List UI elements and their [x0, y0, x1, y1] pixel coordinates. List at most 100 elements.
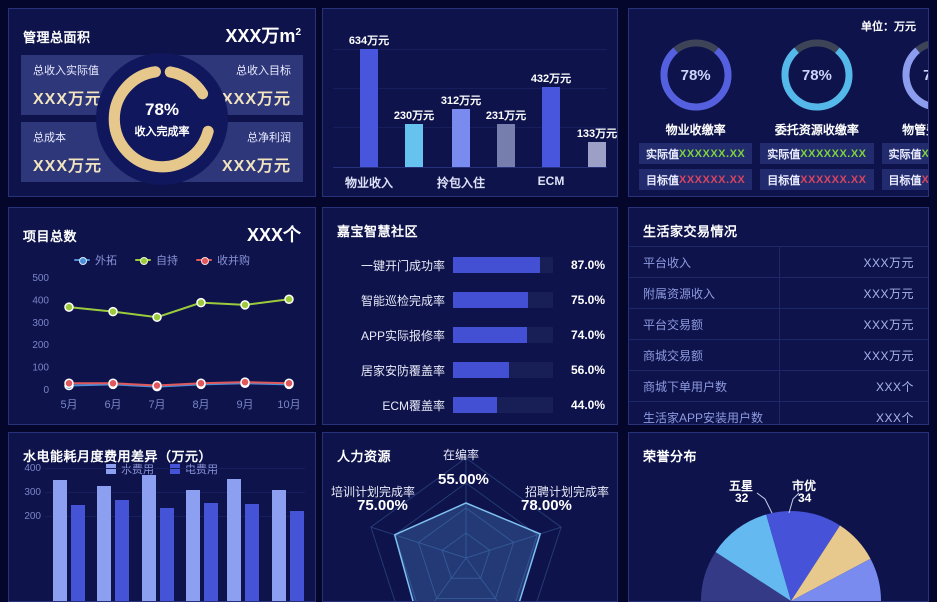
- community-row: ECM覆盖率 44.0%: [333, 396, 605, 414]
- bar: [160, 508, 174, 601]
- svg-text:6月: 6月: [104, 399, 121, 411]
- panel-project-total: 项目总数 XXX个 外拓 自持 收并购 0 100 200 300 400 500 5月 6月 7月…: [8, 207, 316, 425]
- panel-lifestyle-transactions: 生活家交易情况 平台收入 XXX万元 附属资源收入 XXX万元 平台交易额 XXX万元 商城…: [628, 207, 929, 425]
- metric-percent: 87.0%: [570, 258, 605, 272]
- pie-value-five-star: 32: [735, 491, 749, 505]
- target-label: 目标值: [767, 174, 801, 187]
- radar-axis-right-value: 78.00%: [521, 497, 572, 514]
- bar-value-label: 634万元: [348, 35, 390, 47]
- x-axis-line: [333, 167, 607, 168]
- legend-item-电费用[interactable]: 电费用: [170, 461, 218, 477]
- community-row: APP实际报修率 74.0%: [333, 326, 605, 344]
- target-label: 目标值: [888, 174, 922, 187]
- legend-label: 电费用: [185, 464, 218, 476]
- income-completion-donut: 78% 收入完成率: [96, 53, 228, 185]
- bar-value-label: 231万元: [485, 110, 527, 122]
- gauge-label: 物管费收缴率: [902, 123, 928, 137]
- metric-label: 一键开门成功率: [360, 258, 445, 273]
- legend-item-外拓[interactable]: 外拓: [74, 252, 117, 268]
- bar: [227, 479, 241, 601]
- svg-text:200: 200: [32, 340, 49, 351]
- panel-title: 水电能耗月度费用差异（万元）: [23, 449, 213, 464]
- income-bar-chart: 634万元 230万元 312万元 231万元 432万元 133万元 物业收入 拎包入住 EC…: [333, 9, 617, 196]
- bar-value-label: 432万元: [530, 73, 572, 85]
- project-total-value: XXX个: [246, 225, 301, 245]
- row-label: 附属资源收入: [643, 286, 716, 301]
- bar-fill: [453, 397, 497, 413]
- radar-axis-left-value: 75.00%: [357, 497, 408, 514]
- svg-text:10月: 10月: [277, 399, 300, 411]
- actual-label: 实际值: [767, 148, 801, 161]
- metric-label: 智能巡检完成率: [360, 293, 445, 308]
- target-value: XXXXXX.XX: [921, 173, 929, 186]
- gauge-donut-icon: [660, 39, 732, 111]
- gauge-donut-icon: [902, 39, 928, 111]
- pie-value-city-best: 34: [798, 491, 812, 505]
- panel-property-income-chart: 634万元 230万元 312万元 231万元 432万元 133万元 物业收入 拎包入住 EC…: [322, 8, 618, 197]
- gold-donut-ring-icon: [108, 66, 214, 173]
- bar-track: [453, 362, 553, 378]
- y-axis-label: 200: [24, 511, 41, 522]
- utilities-bar-chart: 400 300 200: [9, 433, 315, 601]
- gauge-percent: 78%: [801, 66, 832, 84]
- panel-smart-community: 嘉宝智慧社区 一键开门成功率 87.0% 智能巡检完成率 75.0% APP实际报修率 7…: [322, 207, 618, 425]
- bar-fill: [453, 362, 509, 378]
- target-value: XXXXXX.XX: [800, 173, 867, 186]
- gauge-ring: 78%: [777, 35, 857, 115]
- target-value: XXXXXX.XX: [679, 173, 746, 186]
- legend-item-自持[interactable]: 自持: [135, 252, 178, 268]
- bar-category-label: 拎包入住: [436, 176, 485, 190]
- row-value: XXX个: [875, 379, 914, 394]
- bar: [452, 109, 470, 167]
- bar: [588, 142, 606, 167]
- bar: [497, 124, 515, 167]
- y-axis-label: 400: [24, 463, 41, 474]
- target-label: 目标值: [646, 174, 679, 187]
- legend-item-水费用[interactable]: 水费用: [106, 461, 154, 477]
- radar-axis-right-label: 招聘计划完成率: [525, 485, 610, 499]
- legend-swatch-icon: [170, 464, 180, 474]
- bar-category-label: ECM: [537, 174, 565, 188]
- row-value: XXX万元: [863, 286, 914, 301]
- total-area-value: XXX万m2: [225, 26, 301, 46]
- collection-gauge: 78% 委托资源收缴率 实际值 XXXXXX.XX 目标值 XXXXXX.XX: [760, 35, 874, 190]
- bar-track: [453, 257, 553, 273]
- projects-line-chart: 0 100 200 300 400 500 5月 6月 7月 8月 9月 10月: [32, 273, 300, 411]
- row-value: XXX个: [875, 410, 914, 425]
- bar-fill: [453, 327, 527, 343]
- bar: [142, 475, 156, 601]
- row-value: XXX万元: [863, 317, 914, 332]
- metric-percent: 74.0%: [570, 328, 605, 342]
- row-value: XXX万元: [863, 255, 914, 270]
- collection-gauge: 78% 物业收缴率 实际值 XXXXXX.XX 目标值 XXXXXX.XX: [639, 35, 753, 190]
- y-axis-label: 300: [24, 487, 41, 498]
- bar: [186, 490, 200, 601]
- gauge-donut-icon: [781, 39, 853, 111]
- legend-label: 收并购: [217, 255, 250, 267]
- bar-value-label: 230万元: [393, 110, 435, 122]
- legend-marker-icon: [74, 257, 90, 265]
- gauge-percent: 78%: [898, 35, 928, 115]
- honors-pie-chart: [701, 492, 882, 601]
- legend-label: 自持: [156, 255, 178, 267]
- panel-human-resources: 人力资源 在编率 55.00% 培训计划完成率 75.00% 招聘计划完成率 7…: [322, 432, 618, 602]
- bar: [97, 486, 111, 601]
- gauge-ring: 78%: [656, 35, 736, 115]
- bar-track: [453, 292, 553, 308]
- completion-percent: 78%: [144, 99, 180, 119]
- gauge-ring: 78%: [898, 35, 928, 115]
- unit-label: 单位：万元: [861, 21, 916, 33]
- metric-percent: 75.0%: [570, 293, 605, 307]
- pie-label-city-best: 市优: [792, 479, 817, 493]
- bar-track: [453, 327, 553, 343]
- svg-text:9月: 9月: [236, 399, 253, 411]
- table-column-divider: [778, 246, 780, 424]
- legend-item-收并购[interactable]: 收并购: [196, 252, 250, 268]
- panel-honor-distribution: 荣誉分布 五星 32 市优 34: [628, 432, 929, 602]
- svg-text:8月: 8月: [192, 399, 209, 411]
- panel-title: 人力资源: [337, 449, 392, 464]
- gridline: [333, 127, 607, 128]
- actual-label: 实际值: [888, 148, 922, 161]
